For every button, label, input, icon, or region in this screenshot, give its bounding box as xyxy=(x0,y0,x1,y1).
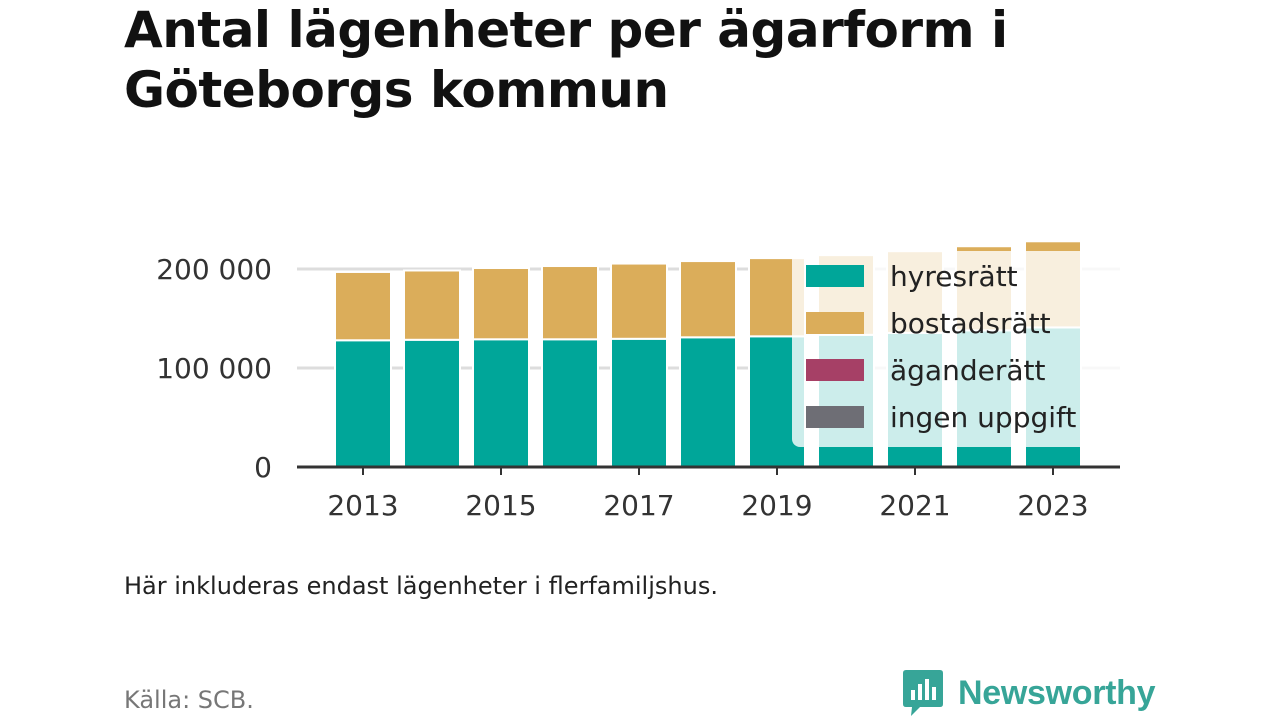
bar-segment xyxy=(334,339,392,468)
bar-segment xyxy=(541,265,599,341)
newsworthy-logo-icon xyxy=(903,670,943,716)
y-tick-label: 100 000 xyxy=(156,352,272,385)
chart-note: Här inkluderas endast lägenheter i flerf… xyxy=(124,572,718,600)
legend-swatch xyxy=(806,265,864,287)
x-tick-label: 2021 xyxy=(879,489,950,522)
bar-segment xyxy=(334,270,392,342)
bar-segment xyxy=(403,338,461,468)
bar-segment xyxy=(679,336,737,468)
legend-label: bostadsrätt xyxy=(890,307,1051,340)
chart-title: Antal lägenheter per ägarform i Göteborg… xyxy=(124,1,1008,119)
x-tick-label: 2023 xyxy=(1017,489,1088,522)
y-tick-label: 0 xyxy=(254,451,272,484)
legend-swatch xyxy=(806,312,864,334)
x-tick-label: 2019 xyxy=(741,489,812,522)
legend: hyresrätt bostadsrätt äganderätt ingen uppg… xyxy=(792,251,1120,447)
bar-segment xyxy=(472,267,530,341)
legend-swatch xyxy=(806,359,864,381)
legend-box xyxy=(792,251,1120,447)
bar-segment xyxy=(610,262,668,340)
axes: 0 100 000 200 000 2013 2015 2017 2019 2021 2023 xyxy=(156,253,1120,522)
brand-name: Newsworthy xyxy=(958,673,1156,712)
bar-segment xyxy=(679,260,737,339)
x-tick-label: 2017 xyxy=(603,489,674,522)
x-tick-label: 2013 xyxy=(327,489,398,522)
x-tick-label: 2015 xyxy=(465,489,536,522)
bar-segment xyxy=(610,337,668,469)
legend-label: ingen uppgift xyxy=(890,401,1076,434)
bar-segment xyxy=(403,269,461,341)
bar-segment xyxy=(472,338,530,469)
y-tick-label: 200 000 xyxy=(156,253,272,286)
bar-segment xyxy=(541,338,599,469)
brand-logo[interactable]: Newsworthy xyxy=(902,668,1156,718)
source-text: Källa: SCB. xyxy=(124,686,254,714)
legend-label: äganderätt xyxy=(890,354,1045,387)
legend-label: hyresrätt xyxy=(890,260,1018,293)
legend-swatch xyxy=(806,406,864,428)
